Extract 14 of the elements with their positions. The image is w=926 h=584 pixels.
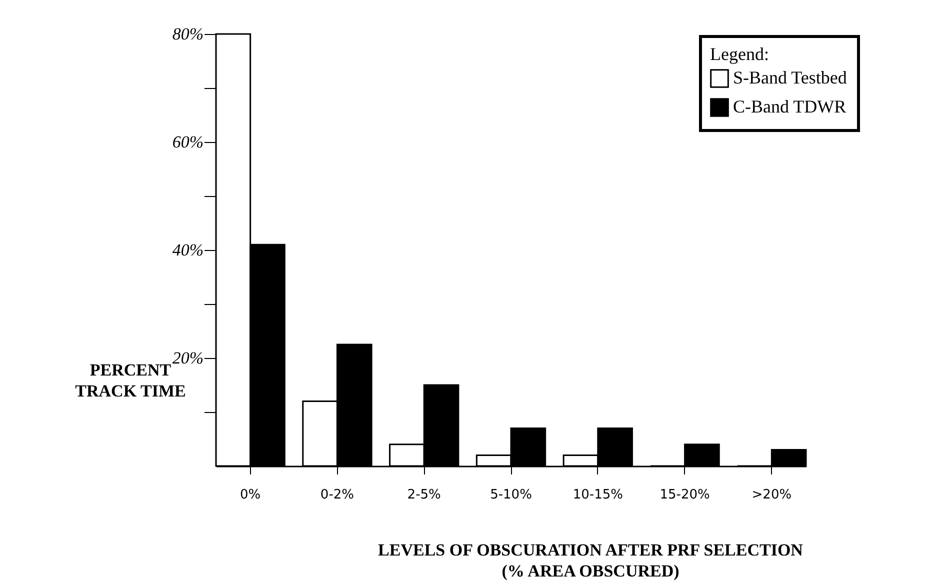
x-tick-label: 0-2% [320, 488, 354, 502]
x-tick-label: 5-10% [490, 488, 532, 502]
legend-title: Legend: [710, 44, 769, 64]
y-tick-label: 60% [172, 132, 204, 152]
legend-label: S-Band Testbed [733, 68, 847, 88]
x-tick-label: 0% [240, 488, 261, 502]
x-tick-label: >20% [752, 488, 792, 502]
y-tick-label: 80% [172, 24, 204, 44]
x-tick-label: 15-20% [660, 488, 710, 502]
x-axis-title: LEVELS OF OBSCURATION AFTER PRF SELECTION (% AREA OBSCURED) [378, 540, 804, 580]
x-tick-label: 2-5% [407, 488, 441, 502]
legend-label: C-Band TDWR [733, 96, 846, 116]
y-tick-label: 40% [172, 240, 204, 260]
x-tick-label: 10-15% [572, 488, 623, 502]
